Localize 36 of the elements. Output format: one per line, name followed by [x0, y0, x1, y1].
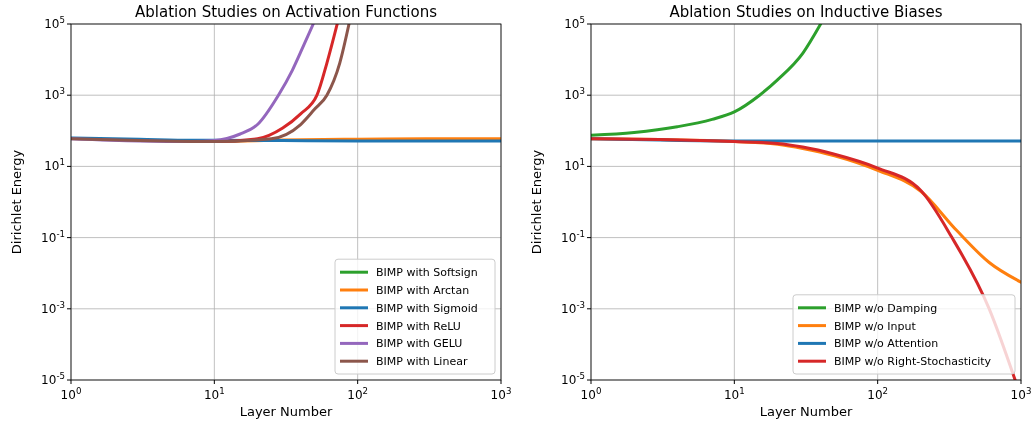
x-axis-title: Layer Number	[759, 404, 853, 419]
chart-title: Ablation Studies on Inductive Biases	[669, 3, 943, 21]
y-tick-label: 10$^{-3}$	[41, 299, 65, 316]
legend-label: BIMP w/o Input	[834, 319, 917, 333]
y-tick-label: 10$^{-1}$	[561, 228, 585, 245]
x-tick-label: 10$^{1}$	[203, 386, 225, 402]
y-tick-label: 10$^{3}$	[564, 86, 585, 103]
y-tick-label: 10$^{-3}$	[561, 299, 585, 316]
legend-label: BIMP with Arctan	[376, 284, 470, 297]
legend-label: BIMP with Sigmoid	[376, 301, 478, 315]
x-tick-label: 10$^{2}$	[347, 386, 369, 402]
y-tick-label: 10$^{5}$	[44, 15, 65, 31]
y-tick-label: 10$^{-1}$	[41, 228, 65, 245]
x-tick-label: 10$^{0}$	[60, 386, 82, 402]
y-tick-label: 10$^{-5}$	[561, 371, 585, 387]
y-axis-title: Dirichlet Energy	[9, 149, 24, 255]
y-tick-label: 10$^{1}$	[44, 157, 65, 174]
legend-label: BIMP w/o Right-Stochasticity	[834, 355, 992, 369]
legend-label: BIMP with Linear	[376, 355, 468, 369]
x-tick-label: 10$^{3}$	[490, 386, 512, 402]
x-tick-label: 10$^{1}$	[723, 386, 745, 402]
legend-label: BIMP with GELU	[376, 337, 463, 351]
legend-label: BIMP w/o Damping	[834, 301, 938, 315]
x-tick-label: 10$^{0}$	[580, 386, 602, 402]
x-tick-label: 10$^{3}$	[1010, 386, 1032, 402]
x-axis-title: Layer Number	[239, 404, 333, 419]
chart-title: Ablation Studies on Activation Functions	[135, 3, 438, 21]
legend-label: BIMP w/o Attention	[834, 337, 939, 351]
y-tick-label: 10$^{5}$	[564, 15, 585, 31]
y-tick-label: 10$^{-5}$	[41, 371, 65, 387]
y-axis-title: Dirichlet Energy	[529, 149, 544, 255]
y-tick-label: 10$^{3}$	[44, 86, 65, 103]
legend-label: BIMP with ReLU	[376, 319, 461, 333]
y-tick-label: 10$^{1}$	[564, 157, 585, 174]
x-tick-label: 10$^{2}$	[867, 386, 889, 402]
legend-label: BIMP with Softsign	[376, 266, 478, 280]
